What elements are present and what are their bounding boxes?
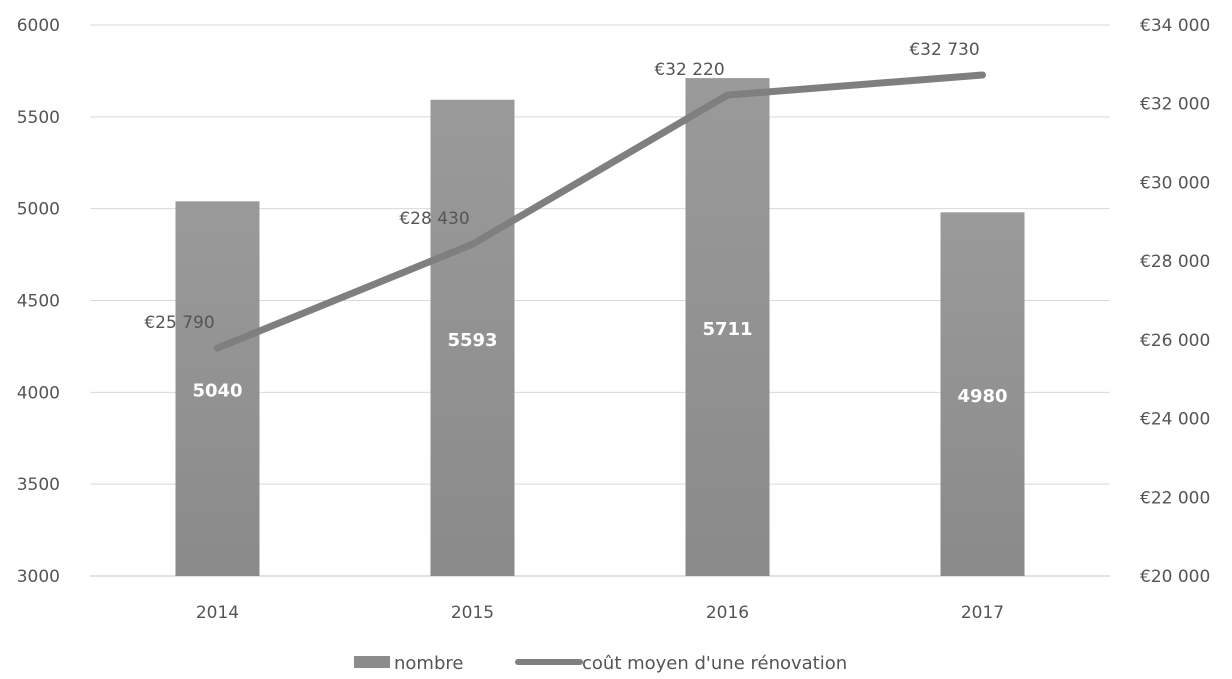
bar	[430, 99, 515, 577]
right-tick-label: €22 000	[1140, 488, 1210, 508]
x-tick-label: 2015	[451, 603, 494, 623]
line-value-label: €32 220	[654, 60, 724, 80]
line-point	[724, 92, 731, 99]
x-axis: 2014 2015 2016 2017	[196, 603, 1004, 623]
x-tick-label: 2014	[196, 603, 239, 623]
gridlines	[90, 24, 1110, 577]
right-tick-label: €24 000	[1140, 410, 1210, 430]
bar-value-label: 5593	[447, 330, 497, 351]
left-tick-label: 5500	[17, 108, 60, 128]
line-series: €25 790 €28 430 €32 220 €32 730	[144, 40, 986, 352]
left-tick-label: 4500	[17, 292, 60, 312]
x-tick-label: 2017	[961, 603, 1004, 623]
bar	[940, 212, 1025, 576]
line-value-label: €28 430	[399, 209, 469, 229]
left-tick-label: 4000	[17, 383, 60, 403]
bar-value-label: 5040	[192, 381, 242, 402]
left-tick-label: 3500	[17, 475, 60, 495]
right-axis: €20 000 €22 000 €24 000 €26 000 €28 000 €30 0…	[1140, 16, 1210, 587]
legend-label-line: coût moyen d'une rénovation	[582, 653, 847, 674]
bar-value-label: 5711	[702, 319, 752, 340]
legend: nombre coût moyen d'une rénovation	[354, 653, 847, 674]
left-tick-label: 3000	[17, 567, 60, 587]
legend-swatch-bar	[354, 656, 390, 668]
line-point	[214, 345, 221, 352]
line-point	[979, 71, 986, 78]
right-tick-label: €26 000	[1140, 331, 1210, 351]
bar	[685, 78, 770, 577]
left-axis: 3000 3500 4000 4500 5000 5500 6000	[17, 16, 60, 587]
cost-line	[214, 71, 986, 352]
right-tick-label: €20 000	[1140, 567, 1210, 587]
x-tick-label: 2016	[706, 603, 749, 623]
bar-series: 5040 5593 5711 4980	[175, 78, 1025, 577]
right-tick-label: €32 000	[1140, 95, 1210, 115]
legend-label-bar: nombre	[394, 653, 463, 674]
line-value-label: €25 790	[144, 313, 214, 333]
left-tick-label: 5000	[17, 200, 60, 220]
line-point	[469, 241, 476, 248]
bar	[175, 201, 260, 576]
line-value-label: €32 730	[909, 40, 979, 60]
bar-value-label: 4980	[957, 386, 1007, 407]
right-tick-label: €30 000	[1140, 173, 1210, 193]
right-tick-label: €28 000	[1140, 252, 1210, 272]
left-tick-label: 6000	[17, 16, 60, 36]
right-tick-label: €34 000	[1140, 16, 1210, 36]
